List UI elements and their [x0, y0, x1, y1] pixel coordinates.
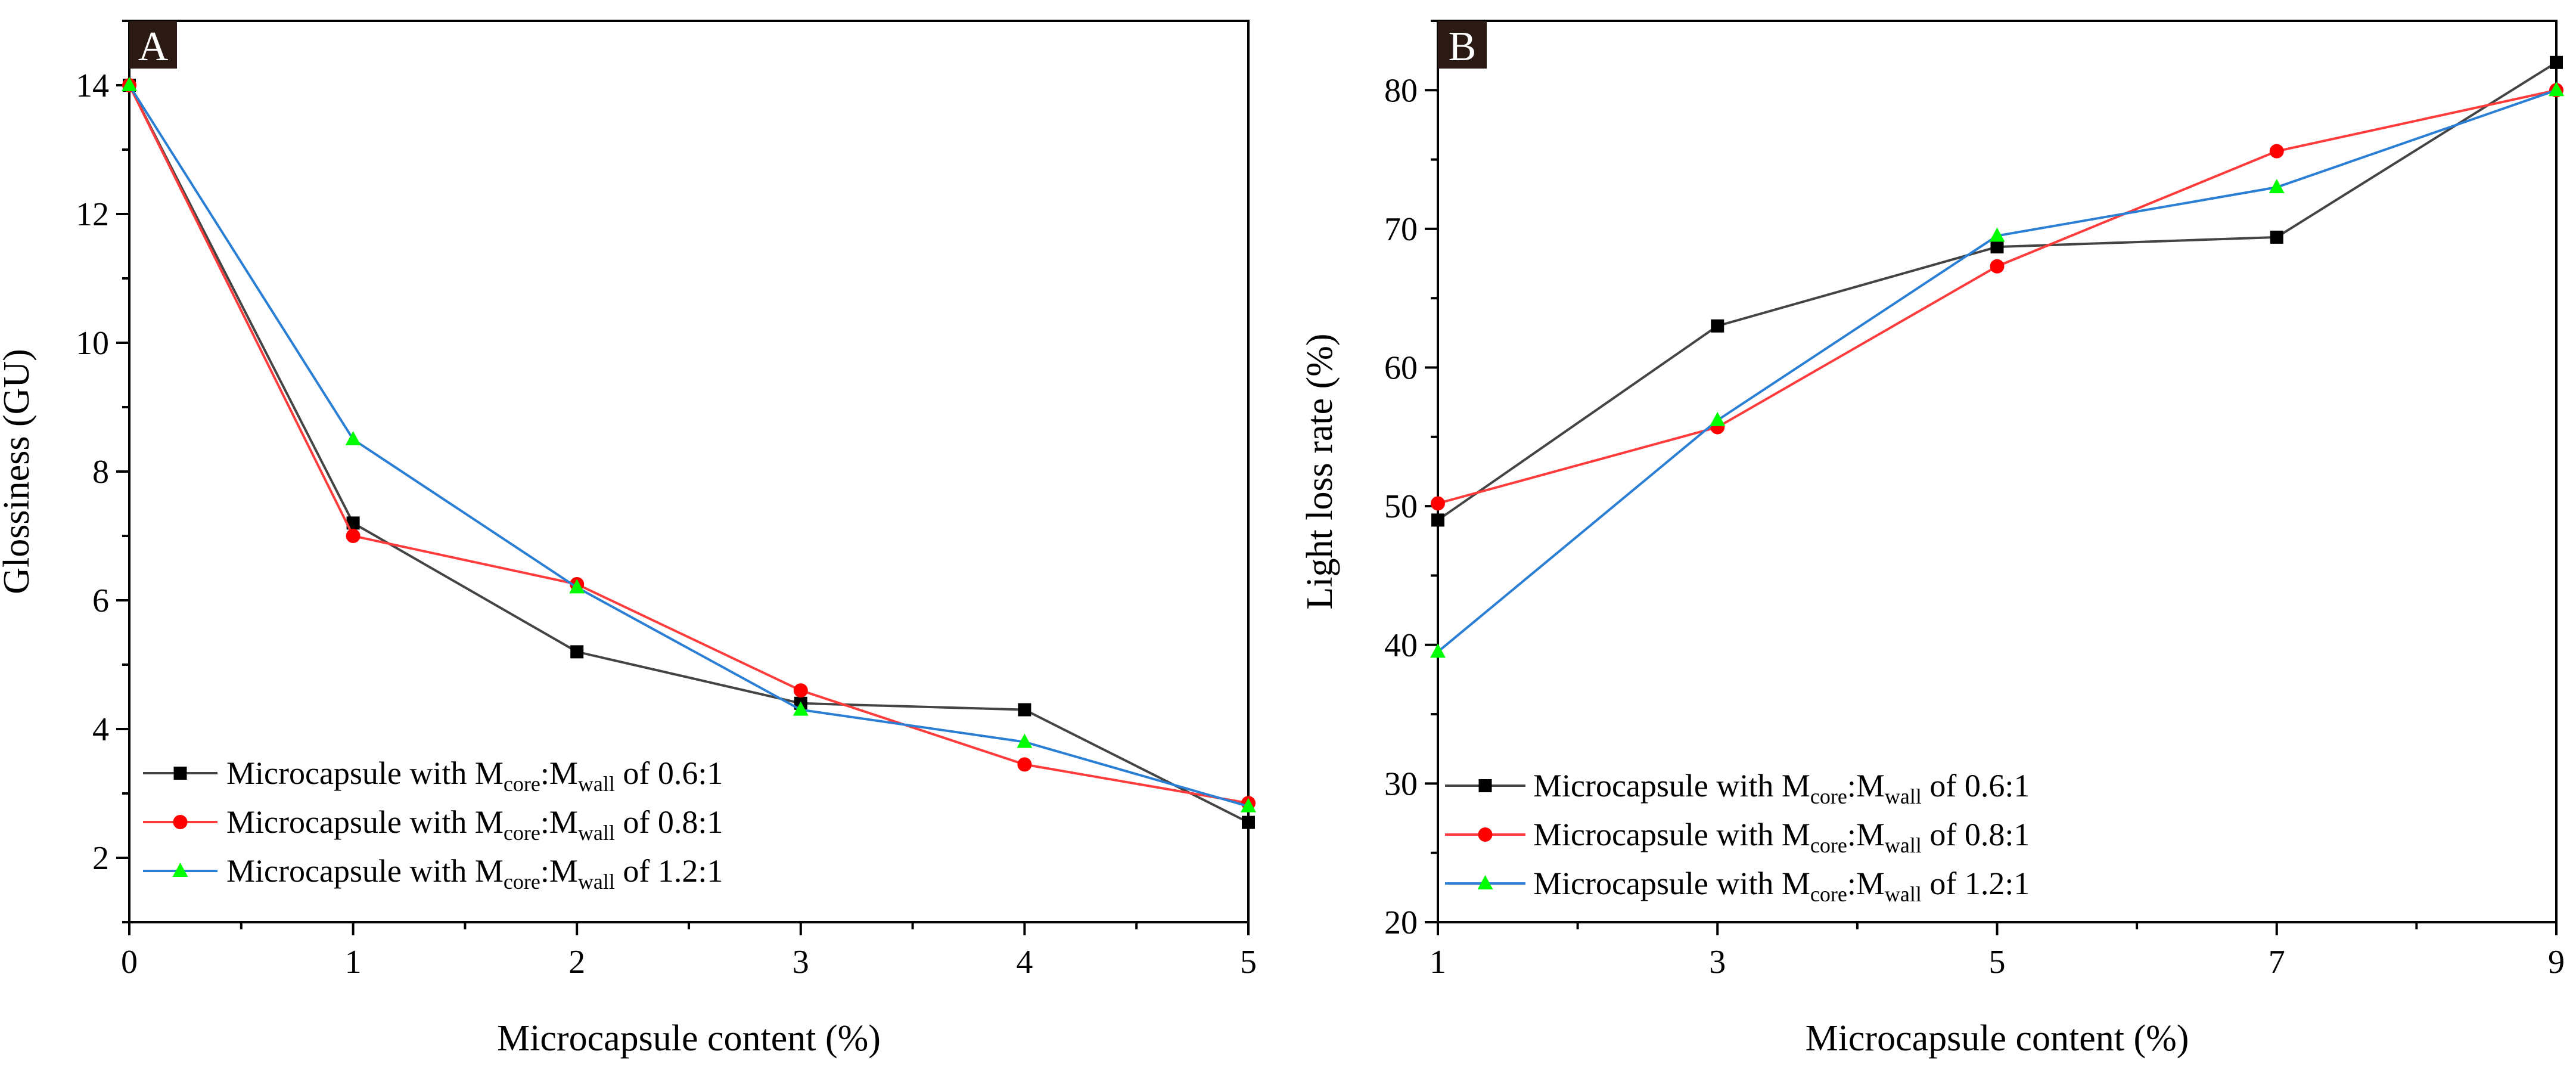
legend-marker [1478, 779, 1492, 792]
legend-entry: Microcapsule with Mcore:Mwall of 1.2:1 [226, 853, 723, 894]
data-point [2270, 230, 2283, 244]
x-tick-label: 5 [1989, 944, 2006, 981]
data-point [1017, 733, 1033, 748]
x-axis-title: Microcapsule content (%) [1806, 1018, 2189, 1059]
x-axis-title: Microcapsule content (%) [497, 1018, 881, 1059]
y-tick-label: 14 [76, 67, 109, 104]
x-tick-label: 3 [1709, 944, 1726, 981]
x-tick-label: 7 [2269, 944, 2285, 981]
data-point [346, 516, 360, 530]
x-tick-label: 2 [568, 944, 585, 981]
data-point [2269, 144, 2284, 159]
legend-entry: Microcapsule with Mcore:Mwall of 1.2:1 [1533, 866, 2030, 906]
y-tick-label: 60 [1384, 350, 1418, 387]
x-tick-label: 1 [1430, 944, 1446, 981]
y-axis-title: Light loss rate (%) [1300, 333, 1340, 609]
chart-panel-b: B 1 3 5 7 9 20 30 40 50 60 70 80 Microcapsule content… [1300, 20, 2565, 1059]
data-point [569, 579, 585, 594]
legend-marker [173, 815, 188, 829]
data-point [2550, 55, 2563, 69]
data-point [122, 77, 137, 91]
legend-marker [1477, 875, 1493, 889]
data-point [2269, 179, 2285, 194]
data-point [346, 529, 361, 543]
series-line-3 [128, 84, 1249, 808]
data-point [1431, 496, 1445, 511]
data-point [2549, 82, 2564, 97]
y-tick-label: 10 [76, 325, 109, 362]
legend-marker [173, 767, 187, 780]
data-point [793, 683, 808, 698]
data-point [1711, 319, 1724, 333]
y-tick-label: 6 [92, 582, 109, 619]
legend-marker [172, 863, 188, 877]
x-tick-label: 5 [1240, 944, 1257, 981]
series-line-3 [1437, 89, 2557, 653]
y-tick-label: 8 [92, 454, 109, 491]
y-tick-label: 80 [1384, 72, 1418, 109]
panel-label: B [1449, 24, 1477, 70]
y-axis-title: Glossiness (GU) [0, 349, 37, 594]
x-tick-label: 1 [345, 944, 362, 981]
legend-marker [1478, 827, 1493, 842]
series-line-2 [128, 85, 1249, 805]
data-point [1990, 240, 2004, 254]
legend-entry: Microcapsule with Mcore:Mwall of 0.6:1 [1533, 768, 2030, 808]
legend-entry: Microcapsule with Mcore:Mwall of 0.8:1 [1533, 817, 2030, 857]
x-tick-label: 0 [121, 944, 138, 981]
data-point [1990, 259, 2005, 274]
x-tick-label: 9 [2548, 944, 2565, 981]
legend-entry: Microcapsule with Mcore:Mwall of 0.8:1 [226, 804, 723, 845]
data-point [793, 701, 809, 716]
series-line-1 [1437, 61, 2558, 522]
series-line-1 [128, 85, 1249, 824]
panel-label-box [129, 21, 177, 69]
panel-label: A [138, 24, 169, 70]
data-point [570, 645, 584, 659]
data-point [1241, 798, 1256, 813]
data-point [1018, 703, 1031, 717]
y-tick-label: 30 [1384, 765, 1418, 802]
x-tick-label: 4 [1016, 944, 1033, 981]
legend-entry: Microcapsule with Mcore:Mwall of 0.6:1 [226, 755, 723, 796]
data-point [1710, 411, 1726, 426]
data-point [1017, 757, 1032, 772]
data-point [1242, 815, 1255, 829]
panel-label-box [1438, 21, 1487, 69]
y-tick-label: 50 [1384, 488, 1418, 525]
y-tick-label: 20 [1384, 904, 1418, 941]
y-tick-label: 2 [92, 840, 109, 877]
data-point [1989, 227, 2005, 242]
data-point [1430, 643, 1446, 658]
data-point [345, 431, 361, 445]
y-tick-label: 4 [92, 711, 109, 748]
y-tick-label: 12 [76, 196, 109, 233]
series-line-2 [1437, 89, 2557, 505]
data-point [1431, 513, 1444, 527]
x-tick-label: 3 [793, 944, 809, 981]
y-tick-label: 70 [1384, 211, 1418, 248]
y-tick-label: 40 [1384, 627, 1418, 664]
